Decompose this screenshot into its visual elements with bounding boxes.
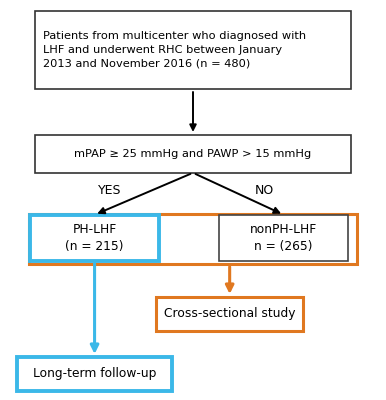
Text: NO: NO — [255, 184, 274, 197]
Text: mPAP ≥ 25 mmHg and PAWP > 15 mmHg: mPAP ≥ 25 mmHg and PAWP > 15 mmHg — [74, 149, 312, 159]
FancyBboxPatch shape — [156, 297, 303, 331]
Text: PH-LHF
(n = 215): PH-LHF (n = 215) — [65, 223, 124, 253]
Text: Cross-sectional study: Cross-sectional study — [164, 308, 295, 320]
Text: Long-term follow-up: Long-term follow-up — [33, 368, 156, 380]
FancyBboxPatch shape — [35, 11, 351, 89]
FancyBboxPatch shape — [35, 135, 351, 173]
FancyBboxPatch shape — [17, 357, 172, 391]
Text: nonPH-LHF
n = (265): nonPH-LHF n = (265) — [250, 223, 317, 253]
FancyBboxPatch shape — [219, 215, 349, 261]
Text: YES: YES — [98, 184, 122, 197]
FancyBboxPatch shape — [30, 215, 159, 261]
Text: Patients from multicenter who diagnosed with
LHF and underwent RHC between Janua: Patients from multicenter who diagnosed … — [43, 31, 306, 69]
